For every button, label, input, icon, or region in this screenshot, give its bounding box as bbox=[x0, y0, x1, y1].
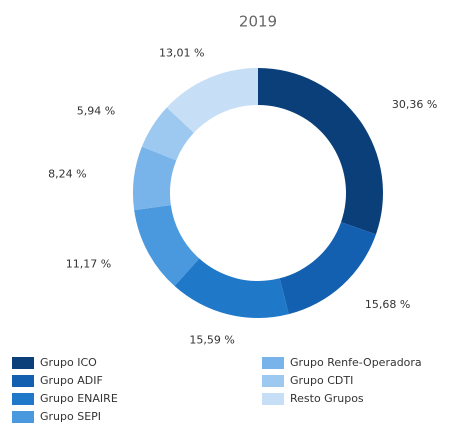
legend-swatch bbox=[12, 411, 34, 423]
legend-swatch bbox=[262, 357, 284, 369]
donut-segment bbox=[132, 146, 177, 211]
data-label: 15,59 % bbox=[189, 334, 234, 347]
donut-segment bbox=[134, 205, 200, 287]
donut-segment bbox=[258, 68, 383, 235]
legend-label: Grupo ENAIRE bbox=[40, 392, 118, 405]
legend-swatch bbox=[12, 375, 34, 387]
legend-label: Resto Grupos bbox=[290, 392, 364, 405]
data-label: 15,68 % bbox=[365, 298, 410, 311]
data-label: 8,24 % bbox=[48, 168, 86, 181]
legend-swatch bbox=[262, 375, 284, 387]
data-label: 13,01 % bbox=[159, 47, 204, 60]
data-label: 5,94 % bbox=[77, 104, 115, 117]
legend-swatch bbox=[12, 357, 34, 369]
legend-label: Grupo ICO bbox=[40, 356, 97, 369]
legend-label: Grupo CDTI bbox=[290, 374, 353, 387]
donut-segment bbox=[174, 258, 289, 318]
donut-segment bbox=[141, 107, 194, 161]
data-label: 30,36 % bbox=[392, 98, 437, 111]
donut-segment bbox=[279, 222, 376, 315]
donut-segment bbox=[166, 68, 258, 133]
chart-title: 2019 bbox=[239, 13, 277, 31]
legend-label: Grupo ADIF bbox=[40, 374, 103, 387]
legend-label: Grupo SEPI bbox=[40, 410, 101, 423]
legend-swatch bbox=[12, 393, 34, 405]
legend-swatch bbox=[262, 393, 284, 405]
legend-label: Grupo Renfe-Operadora bbox=[290, 356, 422, 369]
data-label: 11,17 % bbox=[66, 257, 111, 270]
